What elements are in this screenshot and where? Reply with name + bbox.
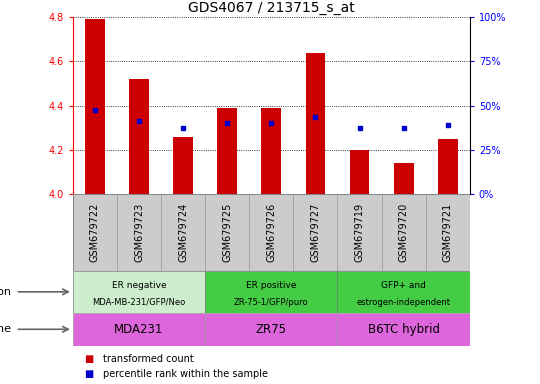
Bar bbox=[217, 108, 237, 194]
Bar bbox=[338, 271, 470, 313]
Bar bbox=[261, 108, 281, 194]
Text: ■: ■ bbox=[84, 354, 93, 364]
Text: ZR75: ZR75 bbox=[256, 323, 287, 336]
Text: genotype/variation: genotype/variation bbox=[0, 287, 11, 297]
Bar bbox=[426, 194, 470, 271]
Text: GSM679727: GSM679727 bbox=[310, 203, 320, 262]
Text: GSM679721: GSM679721 bbox=[443, 203, 453, 262]
Bar bbox=[394, 163, 414, 194]
Bar bbox=[382, 194, 426, 271]
Text: GSM679726: GSM679726 bbox=[266, 203, 276, 262]
Text: B6TC hybrid: B6TC hybrid bbox=[368, 323, 440, 336]
Text: ZR-75-1/GFP/puro: ZR-75-1/GFP/puro bbox=[234, 298, 309, 307]
Bar bbox=[438, 139, 458, 194]
Bar bbox=[73, 271, 205, 313]
Bar bbox=[338, 313, 470, 346]
Bar bbox=[338, 194, 382, 271]
Bar bbox=[205, 313, 338, 346]
Text: MDA231: MDA231 bbox=[114, 323, 164, 336]
Text: transformed count: transformed count bbox=[103, 354, 193, 364]
Text: ER positive: ER positive bbox=[246, 281, 296, 290]
Text: cell line: cell line bbox=[0, 324, 11, 334]
Text: ER negative: ER negative bbox=[112, 281, 166, 290]
Bar bbox=[293, 194, 338, 271]
Text: MDA-MB-231/GFP/Neo: MDA-MB-231/GFP/Neo bbox=[92, 298, 186, 307]
Bar bbox=[161, 194, 205, 271]
Bar bbox=[129, 79, 149, 194]
Bar bbox=[205, 271, 338, 313]
Bar bbox=[306, 53, 326, 194]
Text: GSM679722: GSM679722 bbox=[90, 203, 100, 262]
Bar bbox=[249, 194, 293, 271]
Bar bbox=[205, 194, 249, 271]
Title: GDS4067 / 213715_s_at: GDS4067 / 213715_s_at bbox=[188, 1, 355, 15]
Text: GSM679719: GSM679719 bbox=[355, 203, 365, 262]
Bar bbox=[349, 150, 369, 194]
Text: estrogen-independent: estrogen-independent bbox=[356, 298, 451, 307]
Text: GSM679724: GSM679724 bbox=[178, 203, 188, 262]
Text: percentile rank within the sample: percentile rank within the sample bbox=[103, 369, 268, 379]
Bar bbox=[85, 20, 105, 194]
Bar bbox=[117, 194, 161, 271]
Text: GSM679723: GSM679723 bbox=[134, 203, 144, 262]
Text: GSM679725: GSM679725 bbox=[222, 203, 232, 262]
Text: GFP+ and: GFP+ and bbox=[381, 281, 426, 290]
Text: ■: ■ bbox=[84, 369, 93, 379]
Bar bbox=[73, 313, 205, 346]
Bar bbox=[73, 194, 117, 271]
Bar bbox=[173, 136, 193, 194]
Text: GSM679720: GSM679720 bbox=[399, 203, 409, 262]
